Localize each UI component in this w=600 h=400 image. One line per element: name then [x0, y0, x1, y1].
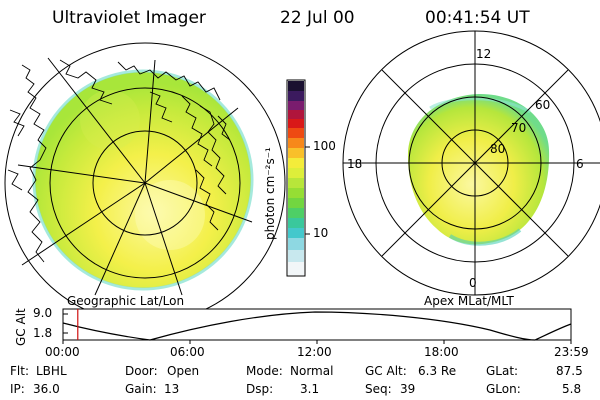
mlt-spokes [343, 31, 600, 295]
coastlines [7, 59, 231, 263]
mlat-label-60: 60 [535, 98, 551, 112]
time-tick-2359: 23:59 [554, 345, 589, 359]
mlt-label-18: 18 [347, 157, 363, 171]
seq-value: 39 [400, 382, 416, 396]
geographic-map [4, 42, 286, 324]
colorbar-tick-100: 100 [313, 139, 336, 153]
mlt-label-6: 6 [576, 157, 584, 171]
glat-value: 87.5 [556, 364, 583, 378]
gain-label: Gain: [125, 382, 157, 396]
colorbar-tick-10: 10 [313, 226, 329, 240]
filter-label: Flt: [10, 364, 29, 378]
mlat-label-80: 80 [490, 142, 506, 156]
time-tick-0600: 06:00 [170, 345, 205, 359]
gc-alt-label: GC Alt: [365, 364, 407, 378]
geographic-caption: Geographic Lat/Lon [67, 294, 185, 308]
mlt-label-0: 0 [469, 276, 477, 290]
mlat-label-70: 70 [511, 121, 527, 135]
colorbar-unit-label: photon cm⁻²s⁻¹ [263, 147, 277, 240]
altitude-tick-1.8: 1.8 [33, 326, 53, 340]
glon-value: 5.8 [562, 382, 582, 396]
image-date: 22 Jul 00 [280, 8, 355, 28]
ip-label: IP: [10, 382, 25, 396]
seq-label: Seq: [365, 382, 392, 396]
altitude-tick-9: 9.0 [33, 306, 53, 320]
time-tick-0000: 00:00 [45, 345, 80, 359]
mlt-label-12: 12 [476, 47, 492, 61]
apex-caption: Apex MLat/MLT [424, 294, 514, 308]
glon-label: GLon: [486, 382, 521, 396]
colorbar [286, 79, 310, 277]
glat-label: GLat: [486, 364, 519, 378]
gain-value: 13 [164, 382, 180, 396]
ip-value: 36.0 [33, 382, 60, 396]
door-label: Door: [125, 364, 158, 378]
time-tick-1200: 12:00 [297, 345, 332, 359]
altitude-axis-label: GC Alt [14, 308, 28, 346]
dsp-value: 3.1 [300, 382, 320, 396]
altitude-curve [62, 311, 572, 341]
gc-alt-value: 6.3 Re [418, 364, 457, 378]
instrument-title: Ultraviolet Imager [52, 8, 206, 28]
mode-value: Normal [290, 364, 334, 378]
time-tick-1800: 18:00 [424, 345, 459, 359]
image-time: 00:41:54 UT [425, 8, 530, 28]
altitude-plot [62, 308, 572, 344]
apex-polar-plot [342, 30, 600, 296]
dsp-label: Dsp: [246, 382, 274, 396]
mode-label: Mode: [246, 364, 283, 378]
door-value: Open [167, 364, 200, 378]
filter-value: LBHL [36, 364, 67, 378]
